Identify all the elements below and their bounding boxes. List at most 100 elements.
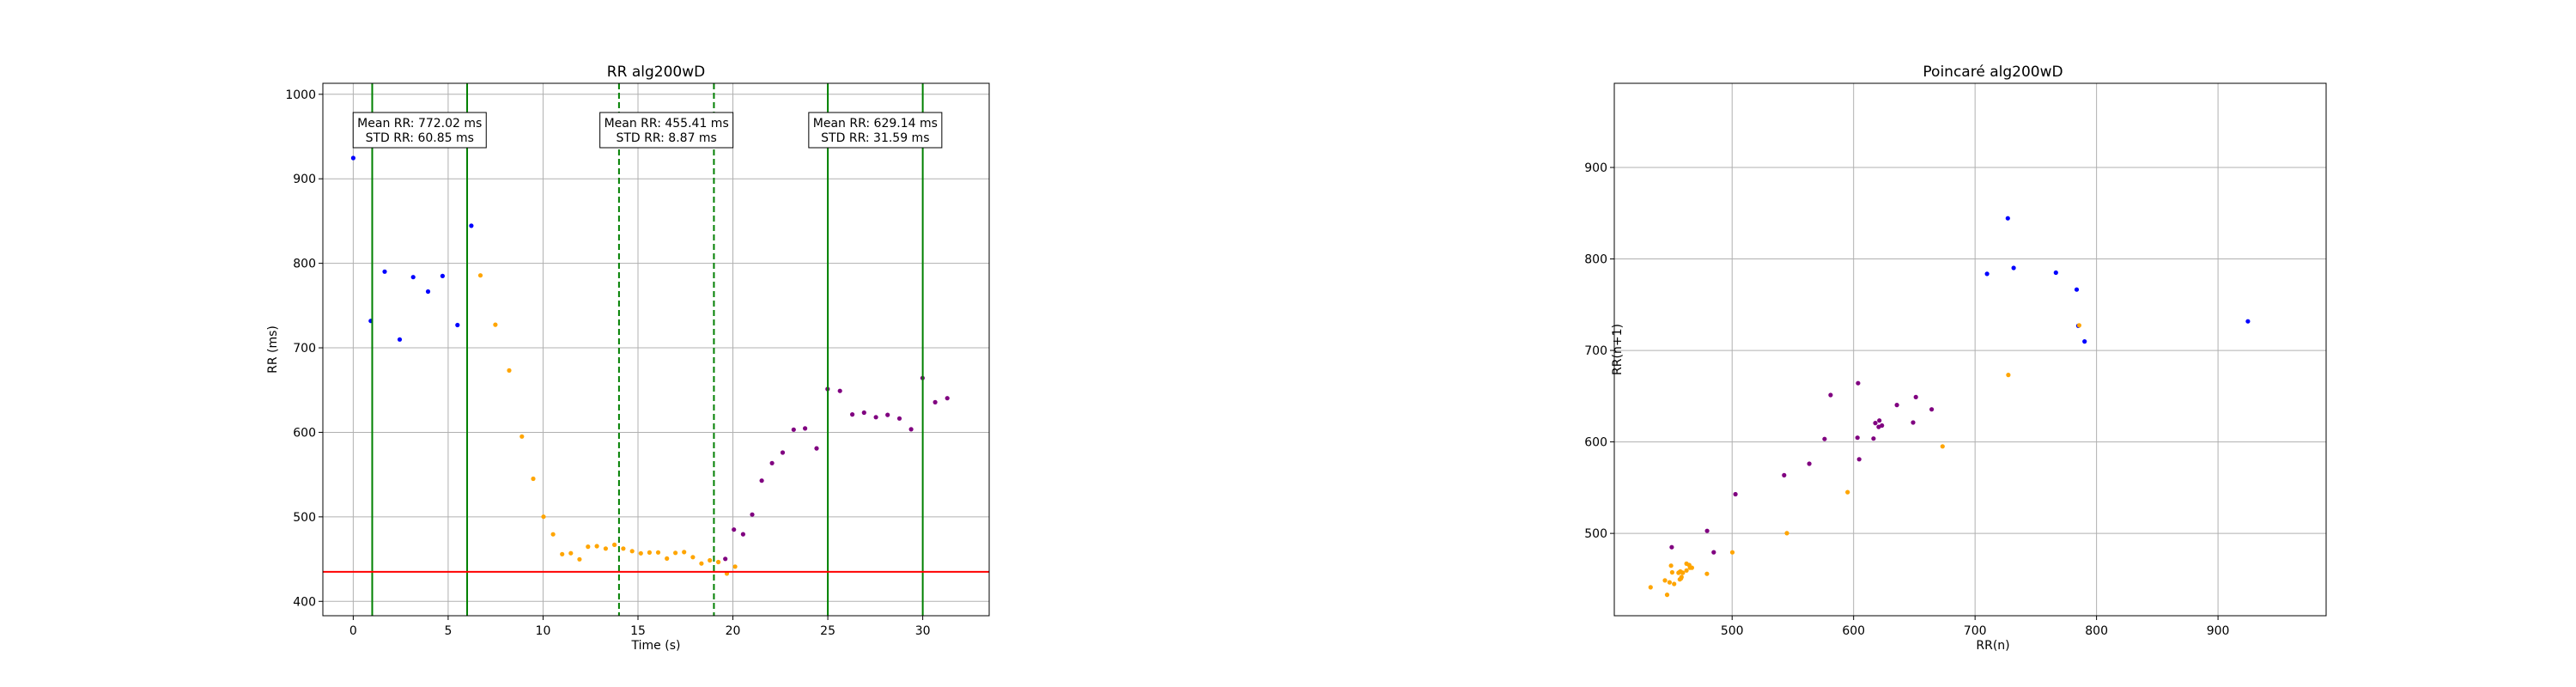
poincare-point-purple bbox=[1929, 407, 1935, 412]
poincare-point-orange bbox=[1667, 580, 1672, 585]
poincare-point-purple bbox=[1711, 550, 1716, 555]
rr-point-purple bbox=[945, 396, 950, 401]
rr-point-purple bbox=[803, 426, 808, 431]
rr-point-orange bbox=[477, 273, 483, 278]
rr-y-ticks: 400 500 600 700 800 900 1000 bbox=[285, 88, 323, 609]
rr-point-orange bbox=[550, 532, 556, 537]
rr-point-orange bbox=[655, 550, 661, 555]
poincare-point-blue bbox=[1984, 271, 1990, 277]
poincare-chart-title: Poincaré alg200wD bbox=[1923, 64, 2063, 81]
rr-point-orange bbox=[629, 549, 635, 554]
rr-x-ticks: 0 5 10 15 20 25 30 bbox=[349, 616, 931, 638]
rr-point-purple bbox=[896, 416, 902, 421]
poincare-point-orange bbox=[1662, 578, 1668, 583]
rr-annotation-box bbox=[352, 112, 487, 149]
rr-point-orange bbox=[665, 556, 670, 562]
rr-point-purple bbox=[837, 388, 842, 393]
poincare-x-tick-label: 500 bbox=[1721, 624, 1744, 638]
poincare-x-tick-label: 700 bbox=[1964, 624, 1987, 638]
rr-point-orange bbox=[716, 559, 721, 565]
rr-point-purple bbox=[780, 450, 786, 455]
rr-point-blue bbox=[382, 269, 387, 274]
poincare-y-tick-label: 600 bbox=[1584, 436, 1607, 450]
poincare-point-orange bbox=[2006, 373, 2011, 378]
rr-point-purple bbox=[723, 556, 728, 562]
rr-point-orange bbox=[708, 557, 713, 563]
rr-y-axis-label: RR (ms) bbox=[266, 325, 280, 374]
rr-point-blue bbox=[350, 155, 355, 161]
poincare-y-tick-label: 900 bbox=[1584, 161, 1607, 175]
rr-point-orange bbox=[568, 550, 574, 556]
rr-point-orange bbox=[493, 322, 498, 327]
rr-annotation-mean: Mean RR: 772.02 ms bbox=[357, 117, 482, 131]
rr-annotation-mean: Mean RR: 629.14 ms bbox=[813, 117, 938, 131]
rr-y-tick-label: 500 bbox=[293, 511, 316, 525]
poincare-point-orange bbox=[1669, 569, 1674, 575]
rr-point-orange bbox=[541, 514, 546, 520]
poincare-point-purple bbox=[1669, 544, 1674, 550]
rr-y-tick-label: 900 bbox=[293, 173, 316, 186]
rr-point-blue bbox=[455, 322, 460, 328]
poincare-point-purple bbox=[1877, 418, 1882, 423]
poincare-chart: Poincaré alg200wD 500 600 700 800 900 500 600… bbox=[1584, 64, 2327, 653]
poincare-y-tick-label: 800 bbox=[1584, 253, 1607, 267]
rr-reference-lines bbox=[323, 83, 989, 616]
poincare-point-purple bbox=[1704, 528, 1710, 533]
poincare-point-purple bbox=[1807, 461, 1812, 466]
rr-x-tick-label: 25 bbox=[820, 624, 835, 638]
poincare-point-orange bbox=[1784, 531, 1789, 536]
poincare-point-orange bbox=[1678, 568, 1683, 575]
poincare-point-orange bbox=[2076, 323, 2081, 328]
rr-point-blue bbox=[440, 273, 446, 278]
rr-annotation-std: STD RR: 31.59 ms bbox=[821, 131, 929, 145]
rr-point-purple bbox=[885, 412, 890, 417]
rr-point-blue bbox=[397, 337, 403, 342]
poincare-point-orange bbox=[1940, 444, 1945, 449]
poincare-point-blue bbox=[2074, 287, 2080, 292]
rr-y-tick-label: 800 bbox=[293, 258, 316, 271]
rr-point-purple bbox=[873, 415, 878, 420]
rr-x-tick-label: 10 bbox=[536, 624, 551, 638]
rr-point-orange bbox=[586, 544, 591, 550]
rr-point-orange bbox=[603, 546, 609, 551]
rr-point-purple bbox=[750, 512, 755, 517]
poincare-point-blue bbox=[2053, 270, 2058, 276]
poincare-point-blue bbox=[2011, 265, 2016, 271]
rr-point-purple bbox=[791, 427, 796, 432]
rr-point-orange bbox=[732, 564, 738, 569]
rr-point-orange bbox=[612, 542, 617, 548]
poincare-point-orange bbox=[1684, 568, 1689, 573]
rr-x-tick-label: 5 bbox=[444, 624, 452, 638]
poincare-point-purple bbox=[1822, 436, 1827, 441]
poincare-y-tick-label: 700 bbox=[1584, 344, 1607, 358]
rr-point-purple bbox=[933, 399, 938, 404]
rr-point-orange bbox=[507, 368, 512, 373]
poincare-point-orange bbox=[1679, 575, 1684, 580]
rr-point-purple bbox=[759, 478, 764, 483]
poincare-point-orange bbox=[1729, 550, 1735, 555]
rr-x-tick-label: 20 bbox=[726, 624, 741, 638]
rr-annotation-box bbox=[808, 112, 943, 149]
rr-plot-frame bbox=[322, 82, 990, 617]
poincare-point-orange bbox=[1672, 581, 1677, 587]
poincare-point-purple bbox=[1911, 420, 1916, 425]
poincare-plot-frame bbox=[1613, 82, 2327, 617]
poincare-gridlines bbox=[1614, 83, 2326, 616]
poincare-point-purple bbox=[1873, 421, 1878, 426]
poincare-y-tick-label: 500 bbox=[1584, 527, 1607, 541]
rr-point-orange bbox=[647, 550, 653, 556]
poincare-point-blue bbox=[2245, 319, 2251, 324]
poincare-point-purple bbox=[1782, 472, 1787, 478]
rr-x-tick-label: 0 bbox=[349, 624, 357, 638]
poincare-point-orange bbox=[1704, 571, 1710, 576]
rr-x-tick-label: 15 bbox=[630, 624, 646, 638]
rr-y-tick-label: 1000 bbox=[285, 88, 316, 102]
poincare-x-ticks: 500 600 700 800 900 bbox=[1721, 616, 2229, 638]
poincare-point-purple bbox=[1856, 457, 1862, 462]
poincare-point-purple bbox=[1733, 491, 1738, 497]
rr-point-orange bbox=[531, 476, 536, 482]
rr-y-tick-label: 700 bbox=[293, 342, 316, 356]
rr-point-orange bbox=[519, 434, 525, 439]
